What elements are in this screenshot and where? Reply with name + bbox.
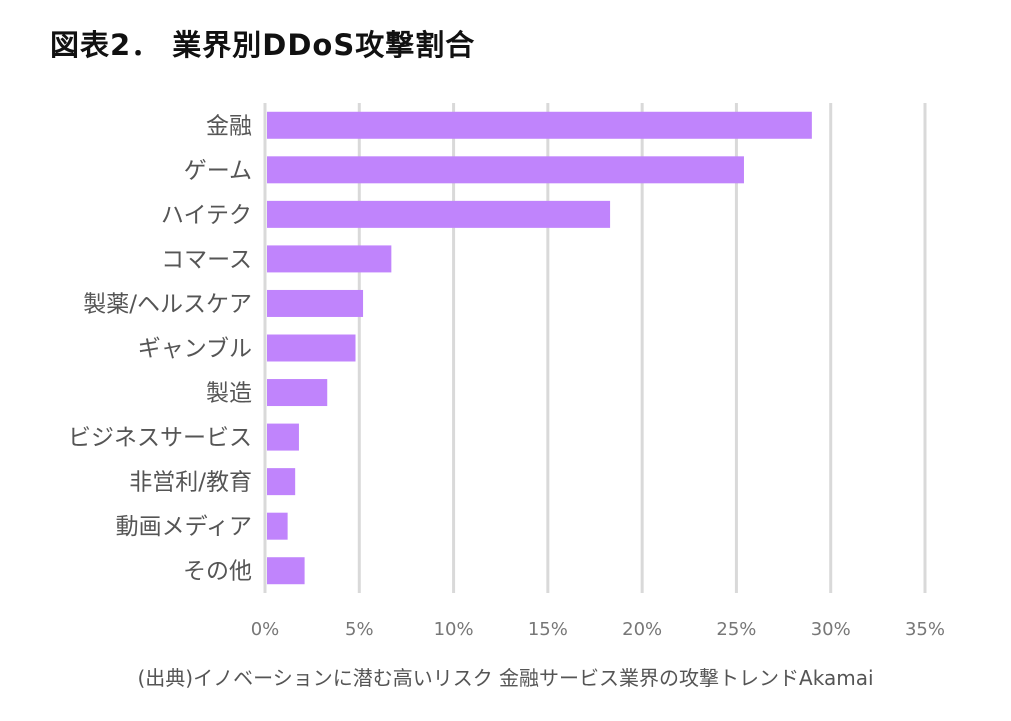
- category-label: 製造: [206, 381, 252, 407]
- x-tick-label: 30%: [811, 619, 851, 640]
- category-label: 動画メディア: [116, 514, 252, 540]
- x-tick-label: 15%: [528, 619, 568, 640]
- bar: [267, 334, 356, 362]
- bar-chart: 0% 5% 10% 15% 20% 25% 30% 35% 金融ゲームハイテクコマース製薬/ヘル…: [68, 103, 945, 640]
- bar: [267, 379, 328, 407]
- x-tick-label: 25%: [716, 619, 756, 640]
- source-note: (出典)イノベーションに潜む高いリスク 金融サービス業界の攻撃トレンドAkama…: [137, 666, 874, 690]
- bar: [267, 111, 812, 139]
- bar: [267, 512, 288, 540]
- category-label: ギャンブル: [138, 336, 252, 362]
- chart-title: 図表2． 業界別DDoS攻撃割合: [50, 28, 476, 62]
- category-label: 非営利/教育: [129, 470, 252, 496]
- bar: [267, 468, 296, 496]
- x-tick-label: 0%: [251, 619, 280, 640]
- bar: [267, 557, 305, 585]
- bar: [267, 200, 611, 228]
- category-label: コマース: [161, 247, 252, 273]
- x-tick-label: 5%: [345, 619, 374, 640]
- category-label: 金融: [206, 113, 252, 139]
- x-tick-label: 10%: [434, 619, 474, 640]
- bar: [267, 156, 744, 184]
- x-tick-label: 35%: [905, 619, 945, 640]
- category-label: ビジネスサービス: [68, 425, 252, 451]
- bar: [267, 245, 392, 273]
- category-label: 製薬/ヘルスケア: [83, 291, 252, 317]
- category-label: ゲーム: [184, 158, 252, 184]
- bar: [267, 289, 364, 317]
- category-label: その他: [183, 559, 252, 585]
- category-label: ハイテク: [161, 202, 252, 228]
- bar: [267, 423, 299, 451]
- x-tick-label: 20%: [622, 619, 662, 640]
